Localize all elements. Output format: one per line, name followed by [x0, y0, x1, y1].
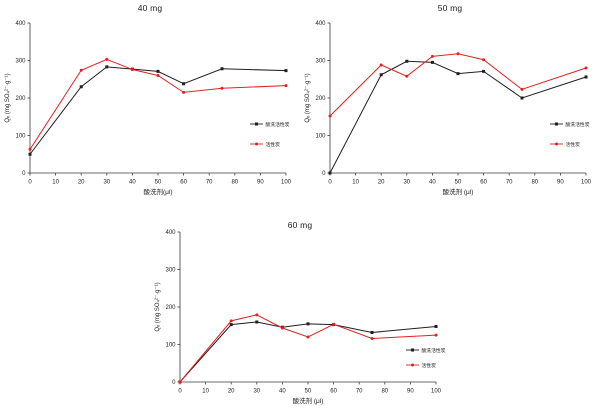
svg-text:100: 100 — [431, 389, 442, 395]
svg-text:0: 0 — [22, 171, 26, 177]
chart-title-50mg: 50 mg — [437, 3, 463, 13]
series-0 — [28, 65, 288, 156]
plot-50mg: 0 10 20 30 40 50 60 70 80 90 100 0 100 200 300 400 酸洗剂 (… — [305, 21, 592, 196]
svg-text:90: 90 — [257, 180, 264, 186]
chart-60mg: 60 mg 0 10 20 30 40 50 60 70 80 90 100 0 100 200 300 40… — [150, 209, 450, 418]
svg-text:0: 0 — [172, 380, 176, 386]
svg-text:40: 40 — [129, 180, 136, 186]
svg-text:60: 60 — [480, 180, 487, 186]
svg-text:20: 20 — [78, 180, 85, 186]
svg-text:0: 0 — [328, 180, 332, 186]
series-0 — [178, 320, 438, 384]
tick-labels: 0 10 20 30 40 50 60 70 80 90 100 0 100 200 300 400 — [15, 21, 291, 185]
tick-labels: 0 10 20 30 40 50 60 70 80 90 100 0 100 200 300 400 — [315, 21, 591, 185]
svg-text:20: 20 — [378, 180, 385, 186]
chart-40mg: 40 mg 0 10 20 30 40 50 60 70 80 90 100 0 100 200 300 40… — [0, 0, 300, 209]
svg-text:70: 70 — [506, 180, 513, 186]
svg-text:100: 100 — [281, 180, 292, 186]
svg-text:活性炭: 活性炭 — [566, 141, 581, 148]
svg-text:40: 40 — [279, 389, 286, 395]
svg-text:30: 30 — [403, 180, 410, 186]
chart-50mg: 50 mg 0 10 20 30 40 50 60 70 80 90 100 0 100 200 300 40… — [300, 0, 600, 209]
svg-text:活性炭: 活性炭 — [422, 362, 437, 369]
svg-text:10: 10 — [202, 389, 209, 395]
svg-text:70: 70 — [206, 180, 213, 186]
axes — [29, 23, 286, 174]
plot-60mg: 0 10 20 30 40 50 60 70 80 90 100 0 100 200 300 400 酸洗剂 (… — [155, 230, 446, 405]
svg-text:酸洗活性炭: 酸洗活性炭 — [422, 347, 446, 354]
svg-text:70: 70 — [356, 389, 363, 395]
plot-40mg: 0 10 20 30 40 50 60 70 80 90 100 0 100 200 300 400 酸洗剂(μ… — [5, 21, 292, 196]
svg-text:100: 100 — [15, 134, 26, 140]
y-axis-label: Qₑ (mg SO₄²⁻·g⁻¹) — [5, 73, 11, 122]
svg-text:酸洗活性炭: 酸洗活性炭 — [266, 121, 290, 128]
svg-text:400: 400 — [315, 21, 326, 27]
series-1 — [178, 313, 438, 384]
svg-text:30: 30 — [253, 389, 260, 395]
svg-text:活性炭: 活性炭 — [266, 141, 281, 148]
x-axis-label: 酸洗剂(μl) — [143, 187, 172, 196]
svg-text:80: 80 — [231, 180, 238, 186]
svg-text:0: 0 — [322, 171, 326, 177]
series-1 — [328, 52, 588, 118]
svg-text:80: 80 — [381, 389, 388, 395]
svg-text:50: 50 — [305, 389, 312, 395]
svg-text:酸洗活性炭: 酸洗活性炭 — [566, 121, 590, 128]
y-axis-label: Qₑ (mg SO₄²⁻·g⁻¹) — [155, 282, 161, 331]
svg-text:80: 80 — [531, 180, 538, 186]
axes — [179, 232, 436, 383]
series-0 — [328, 59, 588, 175]
svg-text:200: 200 — [15, 96, 26, 102]
chart-title-40mg: 40 mg — [137, 3, 163, 13]
svg-text:40: 40 — [429, 180, 436, 186]
svg-text:300: 300 — [165, 268, 176, 274]
svg-text:200: 200 — [315, 96, 326, 102]
svg-text:100: 100 — [581, 180, 592, 186]
x-axis-label: 酸洗剂 (μl) — [443, 187, 474, 196]
y-axis-label: Qₑ (mg SO₄²⁻·g⁻¹) — [305, 73, 311, 122]
x-axis-label: 酸洗剂 (μl) — [293, 396, 324, 405]
svg-text:0: 0 — [28, 180, 32, 186]
chart-title-60mg: 60 mg — [287, 220, 313, 230]
svg-text:60: 60 — [330, 389, 337, 395]
svg-text:400: 400 — [165, 230, 176, 236]
svg-text:100: 100 — [315, 134, 326, 140]
svg-text:10: 10 — [352, 180, 359, 186]
svg-text:50: 50 — [455, 180, 462, 186]
svg-text:30: 30 — [103, 180, 110, 186]
series-1 — [28, 57, 288, 151]
svg-text:50: 50 — [155, 180, 162, 186]
tick-labels: 0 10 20 30 40 50 60 70 80 90 100 0 100 200 300 400 — [165, 230, 441, 394]
svg-text:100: 100 — [165, 343, 176, 349]
svg-text:10: 10 — [52, 180, 59, 186]
svg-text:90: 90 — [407, 389, 414, 395]
svg-text:60: 60 — [180, 180, 187, 186]
svg-text:300: 300 — [15, 59, 26, 65]
svg-text:200: 200 — [165, 305, 176, 311]
axes — [329, 23, 586, 174]
svg-text:90: 90 — [557, 180, 564, 186]
svg-text:20: 20 — [228, 389, 235, 395]
svg-text:300: 300 — [315, 59, 326, 65]
svg-text:400: 400 — [15, 21, 26, 27]
svg-text:0: 0 — [178, 389, 182, 395]
